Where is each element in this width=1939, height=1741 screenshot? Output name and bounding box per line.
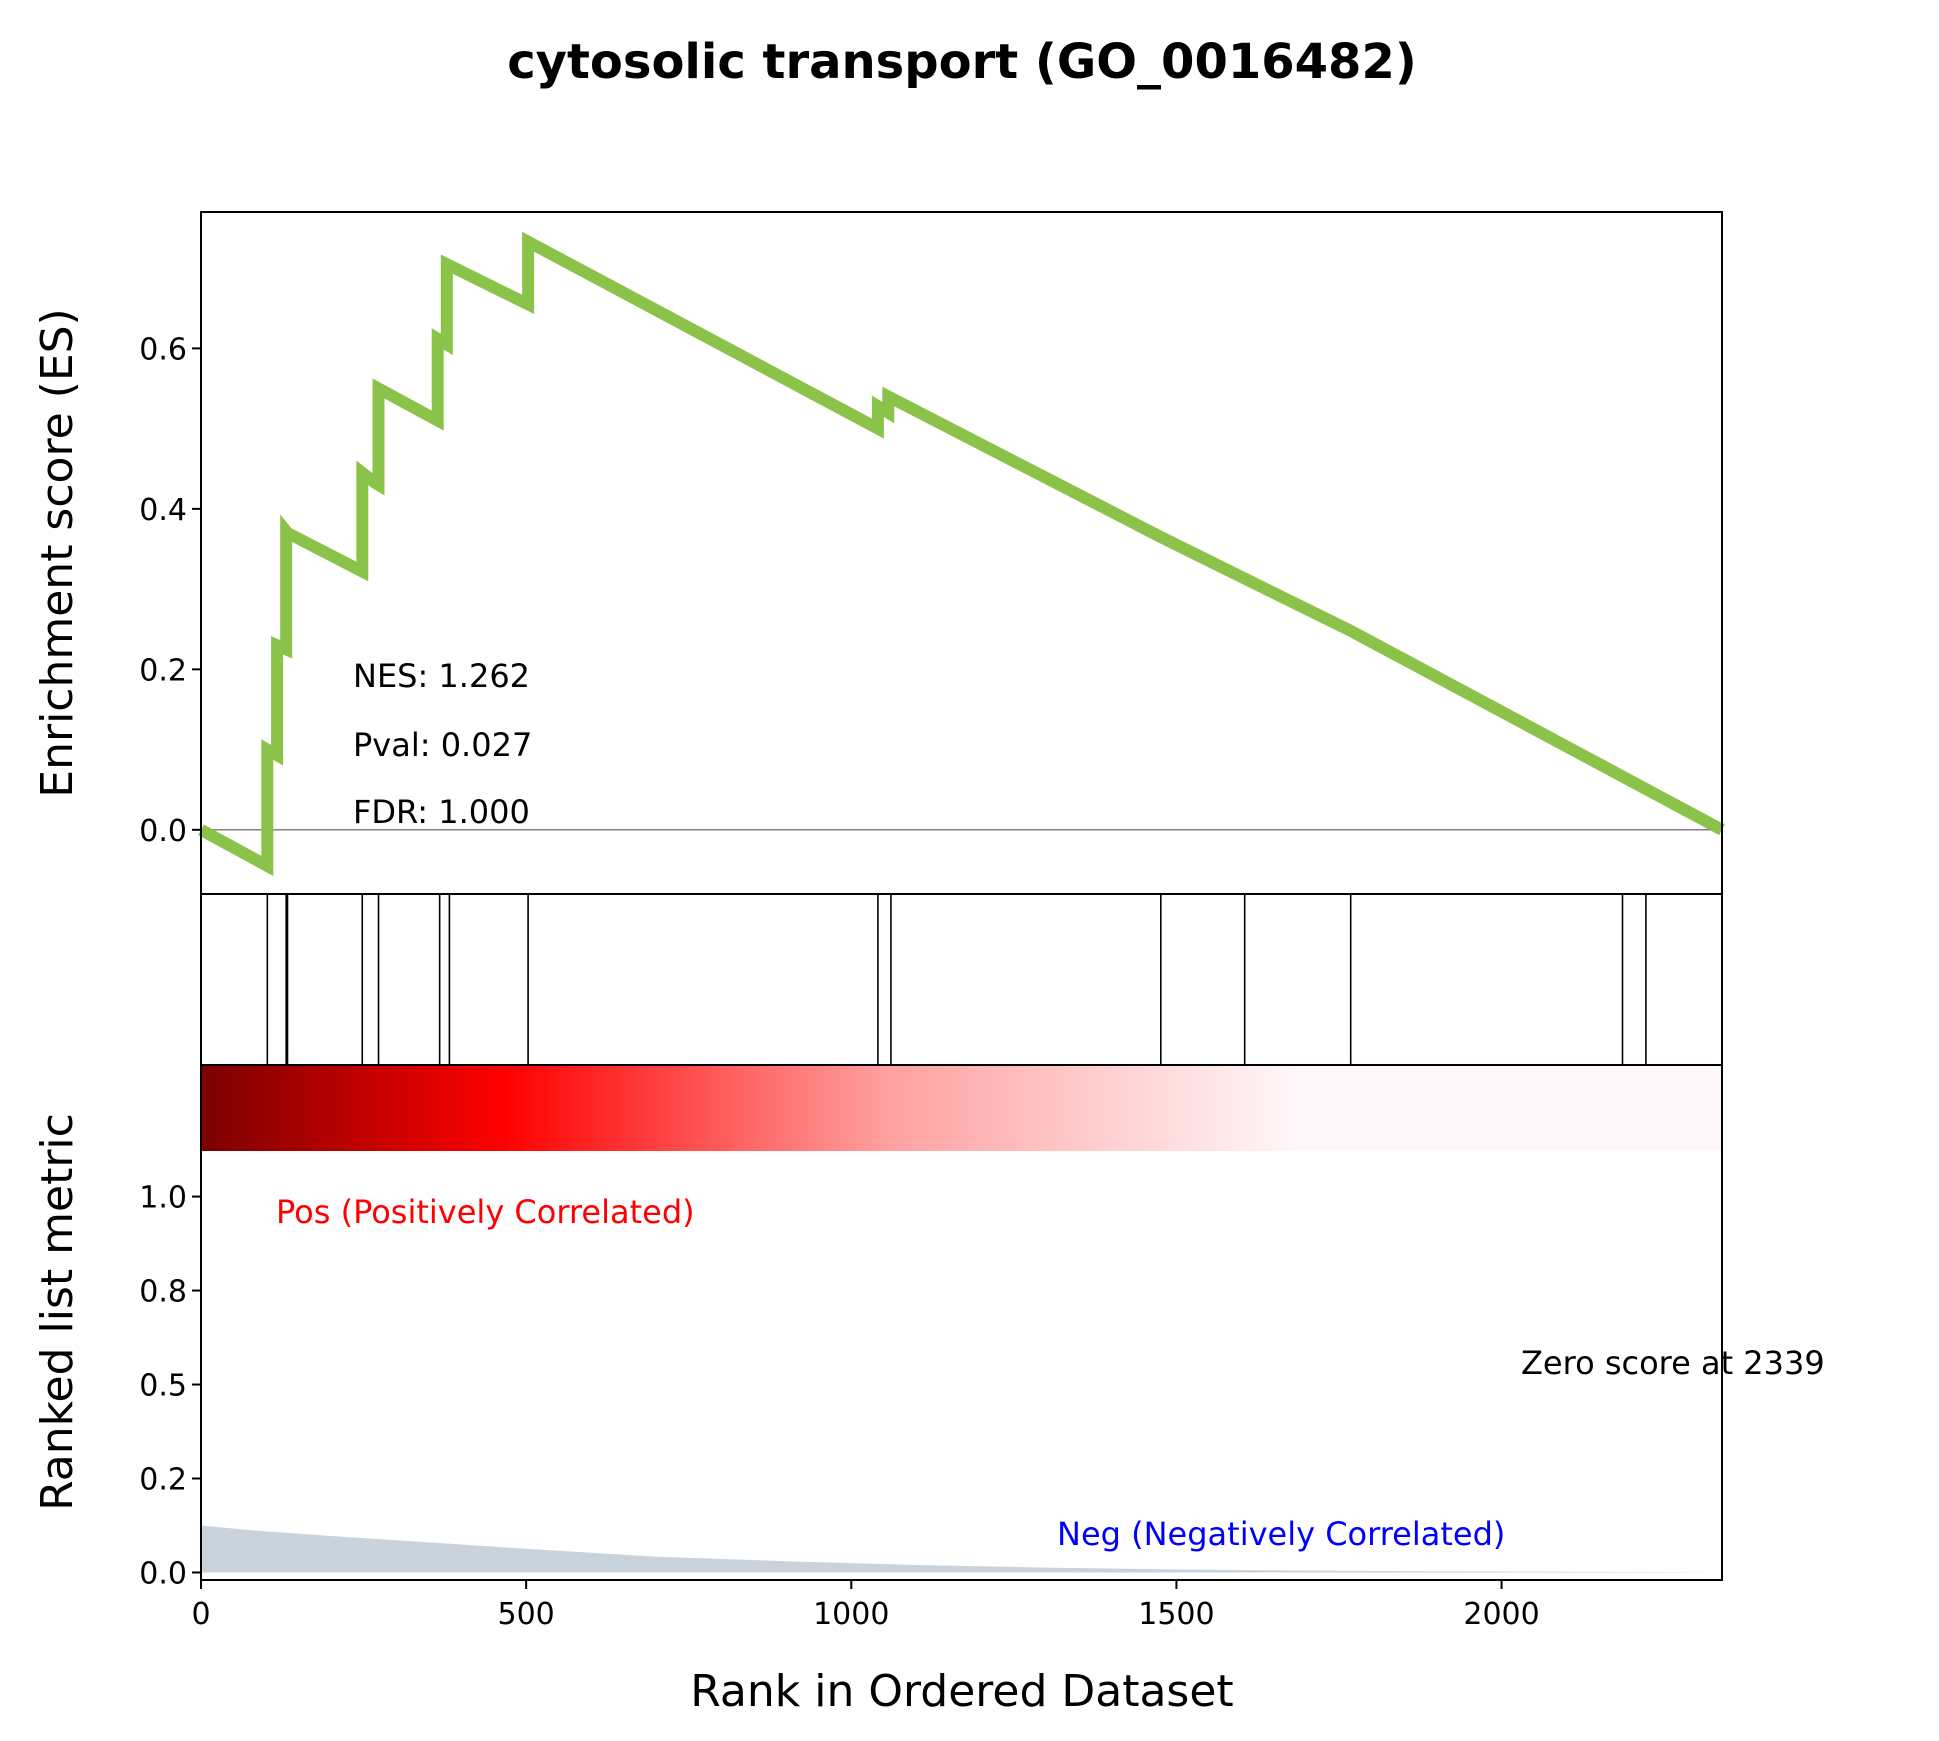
pval-label: Pval: 0.027 — [353, 726, 532, 764]
rank-y-tick-label: 0.5 — [139, 1369, 187, 1404]
rank-panel-frame — [200, 1064, 1723, 1581]
gene-hits-panel — [200, 893, 1723, 1066]
x-tick-label: 1000 — [813, 1597, 889, 1632]
pos-label: Pos (Positively Correlated) — [276, 1193, 695, 1231]
hit-lines — [266, 894, 1647, 1065]
rank-y-tick-label: 0.8 — [139, 1275, 187, 1310]
x-axis-label: Rank in Ordered Dataset — [690, 1666, 1233, 1717]
zero-score-label: Zero score at 2339 — [1521, 1344, 1825, 1382]
es-y-tick-label: 0.0 — [139, 814, 187, 849]
rank-y-tick-label: 1.0 — [139, 1181, 187, 1216]
ranked-metric-panel: 0.0 0.2 0.5 0.8 1.0 0 500 1000 1500 2000 Pos (Po… — [139, 1064, 1825, 1632]
ranked-metric-area — [201, 1525, 1722, 1573]
nes-label: NES: 1.262 — [353, 657, 530, 695]
enrichment-score-panel: 0.0 0.2 0.4 0.6 NES: 1.262 Pval: 0.027 FDR:… — [139, 211, 1725, 895]
figure-title: cytosolic transport (GO_0016482) — [507, 34, 1417, 90]
rank-y-tick-label: 0.0 — [139, 1556, 187, 1591]
x-tick-label: 500 — [498, 1597, 555, 1632]
es-y-tick-label: 0.4 — [139, 493, 187, 528]
x-tick-label: 2000 — [1463, 1597, 1539, 1632]
x-tick-label: 1500 — [1138, 1597, 1214, 1632]
rank-y-axis-label: Ranked list metric — [32, 1113, 83, 1511]
ranked-heatmap-bar — [201, 1065, 1722, 1151]
hits-panel-frame — [200, 893, 1723, 1066]
x-tick-label: 0 — [191, 1597, 210, 1632]
es-y-axis-label: Enrichment score (ES) — [32, 308, 83, 797]
es-panel-frame — [200, 211, 1723, 895]
x-axis-ticks: 0 500 1000 1500 2000 — [191, 1580, 1540, 1632]
fdr-label: FDR: 1.000 — [353, 793, 530, 831]
rank-y-ticks: 0.0 0.2 0.5 0.8 1.0 — [139, 1181, 201, 1591]
es-y-ticks: 0.0 0.2 0.4 0.6 — [139, 332, 201, 849]
es-y-tick-label: 0.6 — [139, 332, 187, 367]
neg-label: Neg (Negatively Correlated) — [1057, 1515, 1505, 1553]
rank-y-tick-label: 0.2 — [139, 1463, 187, 1498]
running-enrichment-score-line — [198, 231, 1725, 876]
es-y-tick-label: 0.2 — [139, 653, 187, 688]
